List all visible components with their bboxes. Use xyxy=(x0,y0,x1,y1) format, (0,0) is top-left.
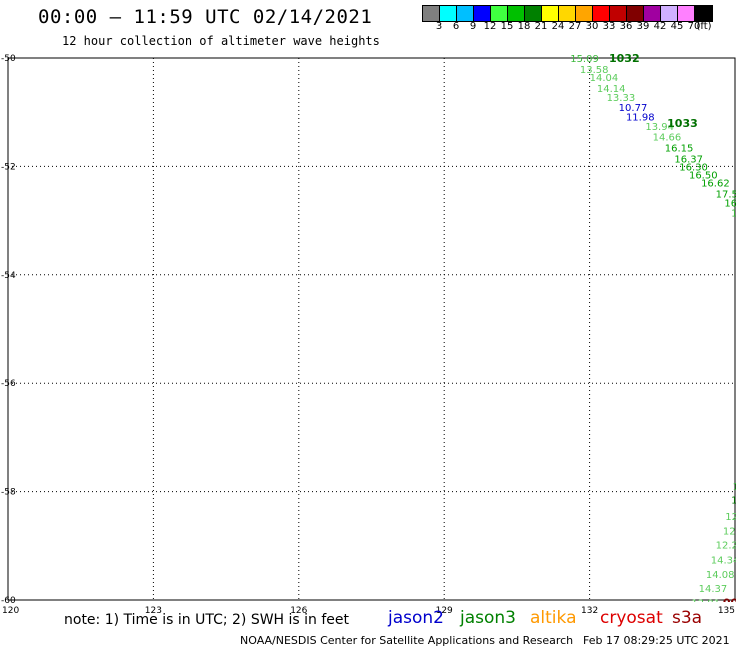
y-tick-label: -52 xyxy=(1,162,16,172)
wave-height-label: 14.37 xyxy=(699,584,728,595)
legend-label: 24 xyxy=(551,21,565,32)
x-tick-label: 129 xyxy=(436,606,453,616)
legend-swatch xyxy=(440,6,457,21)
wave-height-label: 16.62 xyxy=(701,179,730,190)
x-tick-label: 126 xyxy=(290,606,307,616)
x-tick-label: 135 xyxy=(718,606,735,616)
page-title: 00:00 – 11:59 UTC 02/14/2021 xyxy=(38,6,373,28)
wave-height-label: 14.66 xyxy=(653,133,682,144)
legend-swatch xyxy=(508,6,525,21)
wave-height-label: 13.94 xyxy=(645,122,674,133)
legend-label: 27 xyxy=(568,21,582,32)
y-tick-label: -58 xyxy=(1,488,16,498)
wave-height-label: 13.33 xyxy=(607,93,636,104)
legend-swatch xyxy=(593,6,610,21)
page-subtitle: 12 hour collection of altimeter wave hei… xyxy=(62,34,380,48)
legend-label: 15 xyxy=(500,21,514,32)
legend-label: 39 xyxy=(636,21,650,32)
legend-swatch xyxy=(576,6,593,21)
satellite-s3a: s3a xyxy=(672,608,703,628)
wave-height-label: 16.15 xyxy=(665,143,694,154)
satellite-jason3: jason3 xyxy=(460,608,516,628)
satellite-altika: altika xyxy=(530,608,577,628)
legend-swatch xyxy=(661,6,678,21)
legend-label: (ft) xyxy=(696,21,712,32)
legend-label: 3 xyxy=(435,21,443,32)
wave-height-label: 16.50 xyxy=(689,171,718,182)
legend-swatch xyxy=(627,6,644,21)
observation-labels: 15.09 103213.5814.0414.1413.3310.7711.981… xyxy=(570,52,740,610)
legend-label: 9 xyxy=(469,21,477,32)
wave-height-label: 12.70 xyxy=(723,527,740,538)
legend-label: 45 xyxy=(670,21,684,32)
wave-height-label: 15 xyxy=(731,208,740,219)
legend-swatch xyxy=(610,6,627,21)
generated-timestamp: Feb 17 08:29:25 UTC 2021 xyxy=(583,634,730,647)
footer-note: note: 1) Time is in UTC; 2) SWH is in fe… xyxy=(64,612,350,628)
y-tick-label: -60 xyxy=(1,596,16,606)
y-tick-label: -50 xyxy=(1,54,16,64)
wave-height-label: 17.56 xyxy=(716,190,740,201)
legend-swatch xyxy=(559,6,576,21)
wave-height-label: 14.04 xyxy=(590,73,619,84)
x-tick-label: 123 xyxy=(145,606,162,616)
legend-swatch xyxy=(423,6,440,21)
legend-swatch xyxy=(525,6,542,21)
wave-height-label: 11.98 xyxy=(626,113,655,124)
legend-swatch xyxy=(644,6,661,21)
wave-height-label: 1032 xyxy=(609,52,640,65)
legend-swatch xyxy=(457,6,474,21)
legend-label: 6 xyxy=(452,21,460,32)
x-tick-label: 132 xyxy=(581,606,598,616)
wave-height-label: 13.58 xyxy=(580,65,609,76)
wave-height-label: 12.1 xyxy=(725,512,740,523)
wave-height-label: 12.21 xyxy=(716,541,740,552)
wave-height-label: 11 xyxy=(731,496,740,507)
x-tick-label: 120 xyxy=(2,606,19,616)
legend-swatch xyxy=(695,6,712,21)
wave-height-label: 14.14 xyxy=(597,84,626,95)
wave-height-label: 14.34 xyxy=(711,555,740,566)
wave-height-label: 15.09 xyxy=(570,54,599,65)
y-tick-label: -56 xyxy=(1,379,16,389)
legend-swatch xyxy=(542,6,559,21)
wave-height-label: 12.01 xyxy=(691,599,720,610)
wave-height-label: 10.77 xyxy=(619,103,648,114)
legend-swatch xyxy=(491,6,508,21)
wave-height-label: 16.37 xyxy=(674,154,703,165)
plot-frame xyxy=(7,57,736,601)
legend-label: 12 xyxy=(483,21,497,32)
wave-height-label: 1 xyxy=(733,482,739,493)
legend-label: 33 xyxy=(602,21,616,32)
legend-label: 18 xyxy=(517,21,531,32)
wave-height-label: 16.30 xyxy=(679,162,708,173)
legend-swatch xyxy=(678,6,695,21)
y-tick-label: -54 xyxy=(1,271,16,281)
wave-height-label: 000 xyxy=(723,597,740,610)
color-legend xyxy=(422,5,713,22)
satellite-cryosat: cryosat xyxy=(600,608,663,628)
credit-text: NOAA/NESDIS Center for Satellite Applica… xyxy=(240,634,574,647)
wave-height-label: 16.1 xyxy=(724,199,740,210)
legend-label: 36 xyxy=(619,21,633,32)
legend-label: 70 xyxy=(687,21,701,32)
legend-label: 21 xyxy=(534,21,548,32)
legend-label: 30 xyxy=(585,21,599,32)
legend-swatch xyxy=(474,6,491,21)
legend-label: 42 xyxy=(653,21,667,32)
satellite-jason2: jason2 xyxy=(388,608,444,628)
wave-height-label: 1033 xyxy=(667,117,698,130)
wave-height-label: 14.08 xyxy=(706,570,735,581)
